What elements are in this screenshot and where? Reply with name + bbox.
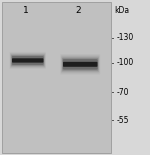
Text: -130: -130: [117, 33, 134, 42]
Text: -55: -55: [117, 116, 129, 125]
Text: kDa: kDa: [114, 6, 129, 15]
Text: -70: -70: [117, 88, 129, 97]
Text: 2: 2: [75, 6, 81, 15]
Text: 1: 1: [23, 6, 28, 15]
Text: -100: -100: [117, 58, 134, 67]
